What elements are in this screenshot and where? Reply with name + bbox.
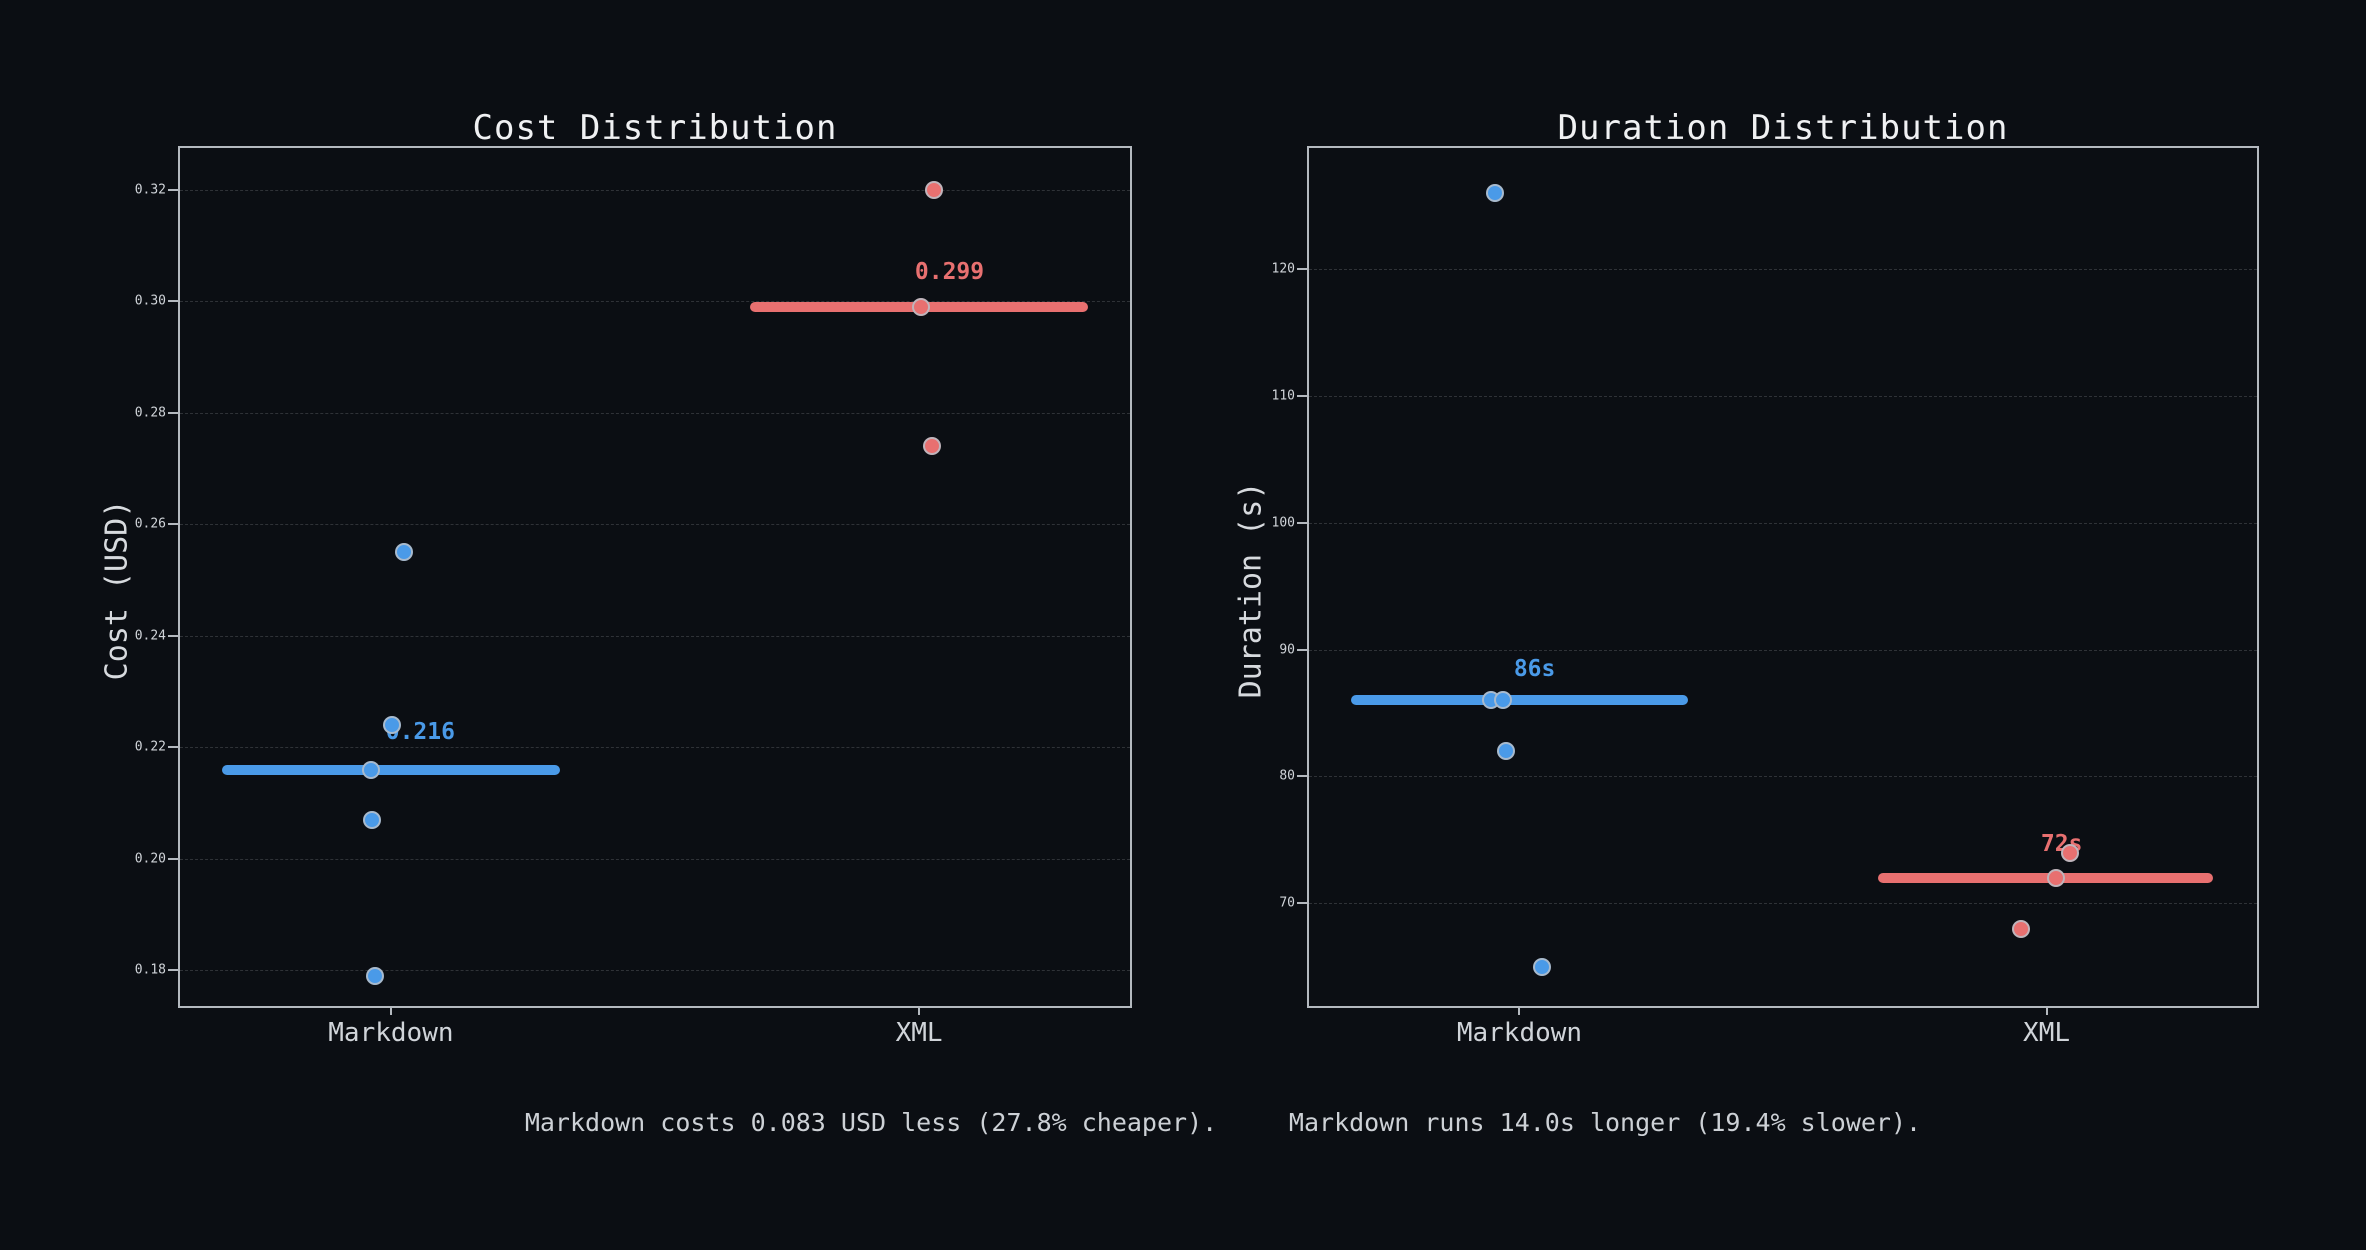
data-point-markdown [1533, 957, 1552, 976]
plot-title-duration: Duration Distribution [1557, 108, 2009, 148]
data-point-xml [923, 437, 942, 456]
data-point-xml [2011, 919, 2030, 938]
y-tick-label: 100 [1271, 515, 1295, 531]
y-tick-label: 0.30 [134, 293, 166, 309]
caption-duration-summary: Markdown runs 14.0s longer (19.4% slower… [1288, 1108, 1922, 1137]
y-tick-label: 0.26 [134, 516, 166, 532]
y-tick-label: 0.20 [134, 851, 166, 867]
median-value-label: 0.299 [914, 258, 985, 285]
data-point-xml [2061, 843, 2080, 862]
y-tick-label: 0.22 [134, 739, 166, 755]
data-point-xml [2047, 868, 2066, 887]
y-tick-label: 0.28 [134, 405, 166, 421]
axes-cost-distribution: 0.18 0.20 0.22 0.24 0.26 0.28 0.30 0.32 Markdown… [135, 146, 1132, 1048]
median-value-label: 86s [1513, 656, 1556, 683]
grid-line [1309, 649, 2257, 651]
y-tick-mark [1297, 648, 1307, 651]
y-tick-mark [168, 746, 178, 749]
plot-title-cost: Cost Distribution [472, 108, 838, 148]
y-axis-label-duration: Duration (s) [1233, 481, 1269, 699]
y-tick-label: 0.32 [134, 182, 166, 198]
y-tick-label: 80 [1279, 768, 1295, 784]
y-tick-label: 70 [1279, 895, 1295, 911]
y-tick-label: 0.24 [134, 628, 166, 644]
y-tick-mark [168, 523, 178, 526]
y-tick-label: 120 [1271, 261, 1295, 277]
grid-line [180, 747, 1130, 749]
y-tick-mark [168, 969, 178, 972]
median-line-markdown [221, 764, 560, 775]
data-point-markdown [362, 810, 381, 829]
x-tick-label: Markdown [328, 1018, 454, 1048]
data-point-markdown [382, 716, 401, 735]
grid-line [1309, 903, 2257, 905]
x-tick-mark [918, 1006, 921, 1015]
y-tick-mark [168, 411, 178, 414]
data-point-markdown [1485, 184, 1504, 203]
y-tick-mark [168, 300, 178, 303]
grid-line [180, 635, 1130, 637]
data-point-markdown [1494, 691, 1513, 710]
data-point-xml [925, 180, 944, 199]
data-point-xml [912, 297, 930, 316]
grid-line [180, 301, 1130, 303]
y-tick-mark [168, 634, 178, 637]
axes-duration-distribution: 70 80 90 100 110 120 Markdown XML 86s 72s [1272, 146, 2259, 1048]
y-tick-label: 90 [1279, 642, 1295, 658]
caption-cost-summary: Markdown costs 0.083 USD less (27.8% che… [524, 1108, 1218, 1137]
data-point-markdown [1497, 742, 1516, 761]
x-tick-label: XML [2023, 1018, 2071, 1048]
median-line-markdown [1350, 695, 1689, 706]
grid-line [1309, 776, 2257, 778]
data-point-markdown [361, 760, 380, 779]
data-point-markdown [395, 543, 414, 562]
grid-line [180, 970, 1130, 972]
y-tick-label: 110 [1271, 388, 1295, 404]
grid-line [180, 412, 1130, 414]
y-tick-mark [168, 188, 178, 191]
x-tick-mark [389, 1006, 392, 1015]
grid-line [1309, 522, 2257, 524]
x-tick-mark [2045, 1006, 2048, 1015]
grid-line [180, 524, 1130, 526]
y-tick-mark [1297, 521, 1307, 524]
grid-line [1309, 269, 2257, 271]
y-tick-label: 0.18 [134, 962, 166, 978]
grid-line [180, 858, 1130, 860]
data-point-markdown [365, 966, 384, 985]
y-tick-mark [1297, 902, 1307, 905]
median-line-xml [1877, 872, 2214, 883]
y-tick-mark [1297, 394, 1307, 397]
x-tick-mark [1518, 1006, 1521, 1015]
x-tick-label: Markdown [1456, 1018, 1583, 1048]
x-tick-label: XML [895, 1018, 943, 1048]
grid-line [1309, 395, 2257, 397]
y-axis-label-cost: Cost (USD) [99, 499, 135, 681]
grid-line [180, 189, 1130, 191]
y-tick-mark [1297, 268, 1307, 271]
y-tick-mark [1297, 775, 1307, 778]
y-tick-mark [168, 857, 178, 860]
